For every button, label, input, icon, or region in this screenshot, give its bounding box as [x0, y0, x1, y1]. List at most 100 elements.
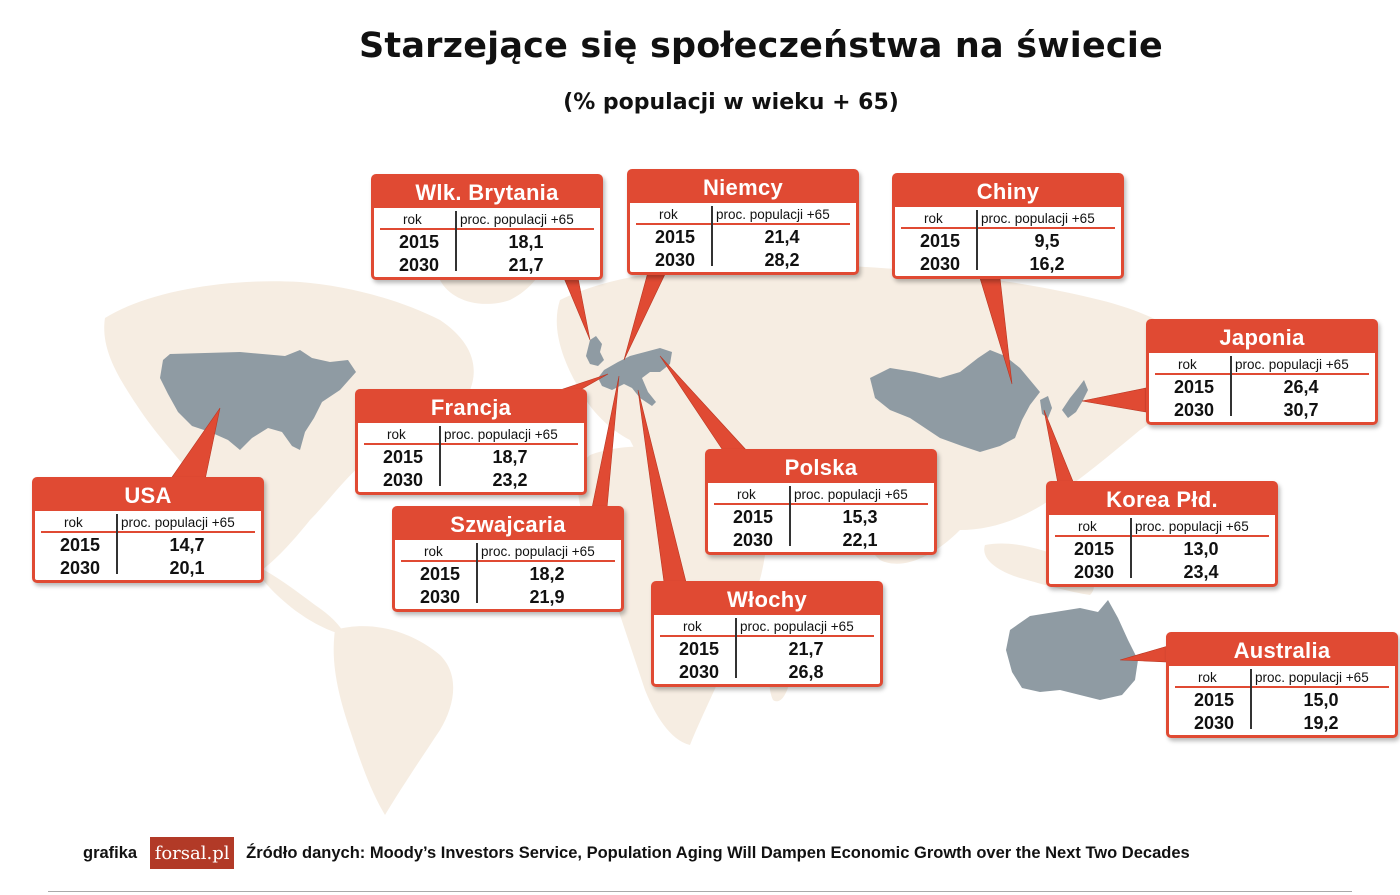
col-header-year: rok: [659, 207, 678, 222]
card-table: rok proc. populacji +65 2015 9,5 2030 16…: [895, 207, 1121, 276]
col-header-year: rok: [683, 619, 702, 634]
year-cell: 2030: [1194, 713, 1235, 733]
header-divider: [1055, 535, 1269, 537]
card-japan: Japonia rok proc. populacji +65 2015 26,…: [1146, 319, 1378, 425]
value-cell: 22,1: [842, 530, 878, 550]
card-table: rok proc. populacji +65 2015 15,0 2030 1…: [1169, 666, 1395, 735]
col-header-year: rok: [403, 212, 422, 227]
year-cell: 2015: [1174, 377, 1215, 397]
value-cell: 16,2: [1029, 254, 1065, 274]
card-title: Korea Płd.: [1049, 484, 1275, 515]
year-cell: 2030: [679, 662, 720, 682]
korea-shape: [1040, 396, 1052, 418]
card-table: rok proc. populacji +65 2015 15,3 2030 2…: [708, 483, 934, 552]
column-divider: [116, 514, 118, 574]
col-header-value: proc. populacji +65: [1235, 357, 1349, 372]
col-header-value: proc. populacji +65: [716, 207, 830, 222]
header-divider: [364, 443, 578, 445]
value-cell: 28,2: [764, 250, 800, 270]
col-header-year: rok: [924, 211, 943, 226]
col-header-value: proc. populacji +65: [121, 515, 235, 530]
year-cell: 2030: [383, 470, 424, 490]
col-header-year: rok: [424, 544, 443, 559]
card-table: rok proc. populacji +65 2015 18,7 2030 2…: [358, 423, 584, 492]
year-cell: 2015: [679, 639, 720, 659]
header-divider: [380, 228, 594, 230]
card-title: Francja: [358, 392, 584, 423]
card-title: Włochy: [654, 584, 880, 615]
year-cell: 2015: [383, 447, 424, 467]
europe-shape: [598, 348, 672, 406]
col-header-year: rok: [1078, 519, 1097, 534]
header-divider: [401, 560, 615, 562]
header-divider: [660, 635, 874, 637]
card-uk: Wlk. Brytania rok proc. populacji +65 20…: [371, 174, 603, 280]
data-source: Źródło danych: Moody’s Investors Service…: [246, 843, 1190, 862]
value-cell: 15,3: [842, 507, 878, 527]
header-divider: [1175, 686, 1389, 688]
year-cell: 2015: [655, 227, 696, 247]
card-korea: Korea Płd. rok proc. populacji +65 2015 …: [1046, 481, 1278, 587]
year-cell: 2030: [1174, 400, 1215, 420]
year-cell: 2030: [920, 254, 961, 274]
column-divider: [789, 486, 791, 546]
value-cell: 13,0: [1183, 539, 1219, 559]
header-divider: [636, 223, 850, 225]
header-divider: [41, 531, 255, 533]
header-divider: [714, 503, 928, 505]
value-cell: 20,1: [169, 558, 205, 578]
card-usa: USA rok proc. populacji +65 2015 14,7 20…: [32, 477, 264, 583]
card-table: rok proc. populacji +65 2015 18,1 2030 2…: [374, 208, 600, 277]
year-cell: 2015: [733, 507, 774, 527]
card-table: rok proc. populacji +65 2015 18,2 2030 2…: [395, 540, 621, 609]
australia-shape: [1006, 600, 1138, 700]
card-australia: Australia rok proc. populacji +65 2015 1…: [1166, 632, 1398, 738]
column-divider: [1230, 356, 1232, 416]
card-poland: Polska rok proc. populacji +65 2015 15,3…: [705, 449, 937, 555]
value-cell: 14,7: [169, 535, 205, 555]
bottom-divider: [48, 891, 1352, 892]
col-header-value: proc. populacji +65: [481, 544, 595, 559]
column-divider: [1130, 518, 1132, 578]
column-divider: [976, 210, 978, 270]
value-cell: 23,2: [492, 470, 528, 490]
col-header-value: proc. populacji +65: [1135, 519, 1249, 534]
value-cell: 21,9: [529, 587, 565, 607]
card-title: Australia: [1169, 635, 1395, 666]
year-cell: 2015: [399, 232, 440, 252]
japan-shape: [1062, 380, 1088, 418]
central-america-shape: [255, 565, 345, 635]
column-divider: [476, 543, 478, 603]
column-divider: [455, 211, 457, 271]
value-cell: 19,2: [1303, 713, 1339, 733]
col-header-year: rok: [64, 515, 83, 530]
uk-shape: [586, 336, 604, 366]
column-divider: [439, 426, 441, 486]
value-cell: 30,7: [1283, 400, 1319, 420]
south-america-shape: [333, 626, 454, 815]
value-cell: 21,7: [508, 255, 544, 275]
card-france: Francja rok proc. populacji +65 2015 18,…: [355, 389, 587, 495]
card-title: USA: [35, 480, 261, 511]
card-germany: Niemcy rok proc. populacji +65 2015 21,4…: [627, 169, 859, 275]
col-header-value: proc. populacji +65: [794, 487, 908, 502]
year-cell: 2030: [399, 255, 440, 275]
col-header-value: proc. populacji +65: [444, 427, 558, 442]
value-cell: 21,7: [788, 639, 824, 659]
year-cell: 2015: [1074, 539, 1115, 559]
year-cell: 2015: [60, 535, 101, 555]
header-divider: [901, 227, 1115, 229]
year-cell: 2030: [60, 558, 101, 578]
column-divider: [711, 206, 713, 266]
header-divider: [1155, 373, 1369, 375]
card-table: rok proc. populacji +65 2015 13,0 2030 2…: [1049, 515, 1275, 584]
page-title: Starzejące się społeczeństwa na świecie: [359, 26, 1163, 66]
card-table: rok proc. populacji +65 2015 21,4 2030 2…: [630, 203, 856, 272]
col-header-value: proc. populacji +65: [1255, 670, 1369, 685]
card-italy: Włochy rok proc. populacji +65 2015 21,7…: [651, 581, 883, 687]
card-title: Chiny: [895, 176, 1121, 207]
year-cell: 2015: [1194, 690, 1235, 710]
card-title: Niemcy: [630, 172, 856, 203]
col-header-year: rok: [1198, 670, 1217, 685]
